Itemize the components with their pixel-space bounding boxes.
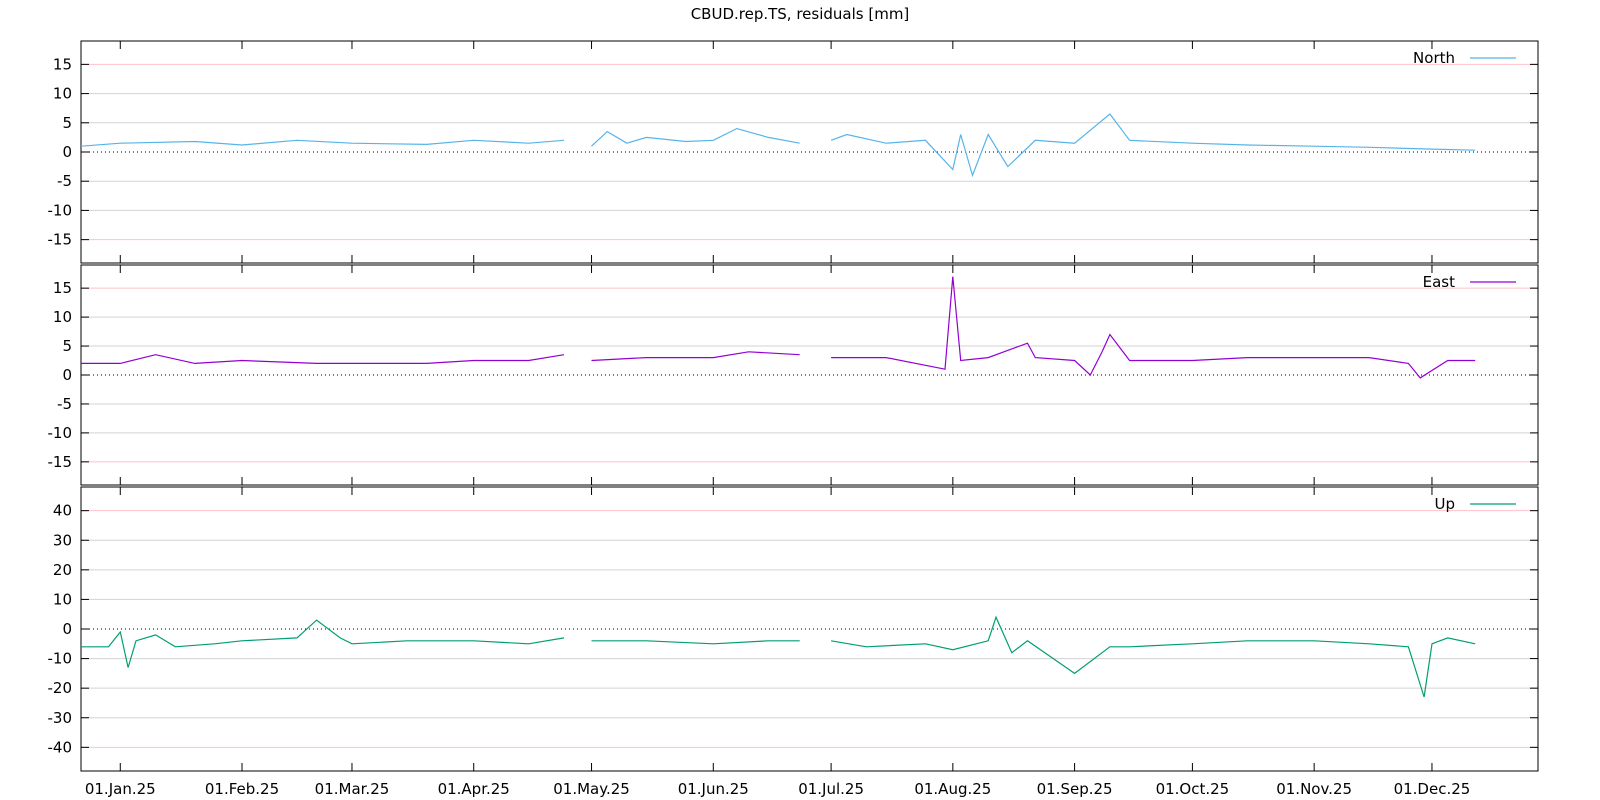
y-tick-label: 30 — [53, 531, 72, 549]
y-tick-label: 15 — [53, 279, 72, 297]
legend-label-north: North — [1413, 49, 1455, 67]
x-tick-label: 01.Oct.25 — [1156, 780, 1230, 798]
chart-title: CBUD.rep.TS, residuals [mm] — [691, 5, 910, 23]
y-tick-label: 0 — [62, 366, 72, 384]
y-tick-label: -5 — [57, 172, 72, 190]
x-tick-label: 01.Sep.25 — [1037, 780, 1113, 798]
panel-frame — [80, 40, 1539, 264]
y-tick-label: 10 — [53, 590, 72, 608]
x-tick-label: 01.May.25 — [553, 780, 630, 798]
y-tick-label: -20 — [48, 679, 73, 697]
y-tick-label: -40 — [48, 738, 73, 756]
x-tick-label: 01.Feb.25 — [205, 780, 279, 798]
panel-frame — [80, 264, 1539, 486]
series-line-up — [591, 640, 800, 645]
y-tick-label: -10 — [48, 424, 73, 442]
legend-label-east: East — [1423, 273, 1455, 291]
y-tick-label: -15 — [48, 231, 73, 249]
y-tick-label: 0 — [62, 620, 72, 638]
panel-up: 40 30 20 10 0 -10 -20 -30 -40 Up — [48, 486, 1539, 772]
series-line-east — [831, 276, 1476, 379]
panel-east: 15 10 5 0 -5 -10 -15 East — [48, 264, 1539, 486]
legend-label-up: Up — [1434, 495, 1455, 513]
y-tick-label: 0 — [62, 143, 72, 161]
y-tick-label: 10 — [53, 308, 72, 326]
x-tick-label: 01.Jun.25 — [678, 780, 749, 798]
series-line-north — [591, 127, 800, 147]
series-line-east — [81, 354, 565, 365]
x-tick-label: 01.Mar.25 — [315, 780, 390, 798]
series-line-north — [80, 139, 565, 147]
y-tick-label: -10 — [48, 201, 73, 219]
x-tick-label: 01.Jul.25 — [798, 780, 864, 798]
x-tick-label: 01.Jan.25 — [85, 780, 156, 798]
x-tick-label: 01.Dec.25 — [1394, 780, 1471, 798]
x-tick-label: 01.Aug.25 — [914, 780, 991, 798]
y-tick-label: -30 — [48, 709, 73, 727]
y-tick-label: -15 — [48, 453, 73, 471]
panel-north: 15 10 5 0 -5 -10 -15 North — [48, 40, 1539, 264]
y-tick-label: -5 — [57, 395, 72, 413]
series-line-north — [830, 113, 1476, 178]
y-tick-label: 20 — [53, 561, 72, 579]
x-axis-labels: 01.Jan.25 01.Feb.25 01.Mar.25 01.Apr.25 01.M… — [85, 780, 1470, 798]
y-tick-label: 5 — [62, 114, 72, 132]
x-tick-label: 01.Nov.25 — [1276, 780, 1352, 798]
y-tick-label: 5 — [62, 337, 72, 355]
x-tick-label: 01.Apr.25 — [438, 780, 510, 798]
panel-frame — [80, 486, 1539, 772]
y-tick-label: 10 — [53, 85, 72, 103]
panels-layer: 15 10 5 0 -5 -10 -15 North 15 10 5 0 -5 -10 -15 East 40 3… — [48, 40, 1539, 798]
series-line-east — [591, 351, 800, 362]
y-tick-label: -10 — [48, 650, 73, 668]
series-line-up — [830, 615, 1476, 698]
y-tick-label: 40 — [53, 502, 72, 520]
y-tick-label: 15 — [53, 55, 72, 73]
series-line-up — [81, 619, 565, 668]
